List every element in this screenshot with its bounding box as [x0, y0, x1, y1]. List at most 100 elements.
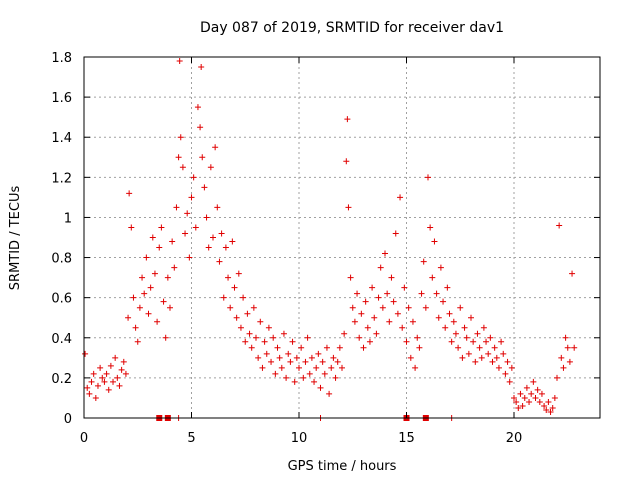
- data-point: [136, 304, 143, 311]
- data-point: [319, 358, 326, 365]
- data-point: [502, 370, 509, 377]
- data-point: [416, 344, 423, 351]
- data-point: [326, 390, 333, 397]
- data-point: [498, 338, 505, 345]
- data-point: [377, 264, 384, 271]
- data-point: [347, 274, 354, 281]
- data-point: [244, 310, 251, 317]
- data-points: [82, 58, 578, 415]
- data-point: [116, 382, 123, 389]
- data-point: [265, 324, 272, 331]
- y-tick-label: 0: [64, 412, 72, 427]
- data-point: [235, 270, 242, 277]
- data-point: [390, 298, 397, 305]
- data-point: [118, 366, 125, 373]
- data-point: [407, 354, 414, 361]
- data-point: [450, 318, 457, 325]
- data-point: [171, 264, 178, 271]
- data-point: [210, 234, 216, 241]
- data-point: [173, 204, 180, 211]
- data-point: [162, 334, 169, 341]
- data-point: [268, 358, 275, 365]
- data-point: [495, 364, 502, 371]
- data-point: [394, 310, 401, 317]
- data-point: [125, 314, 132, 321]
- data-point: [149, 234, 156, 241]
- data-point: [278, 364, 285, 371]
- data-point: [547, 408, 554, 415]
- data-point: [371, 314, 378, 321]
- x-tick-label: 0: [80, 431, 88, 446]
- data-point: [176, 58, 183, 65]
- data-point: [274, 344, 281, 351]
- data-point: [397, 194, 404, 201]
- data-point: [427, 224, 434, 231]
- data-point: [122, 370, 129, 377]
- data-point: [86, 390, 93, 397]
- data-point: [364, 324, 371, 331]
- data-point: [218, 230, 225, 237]
- data-point: [491, 344, 498, 351]
- data-point: [356, 334, 363, 341]
- data-point: [515, 404, 522, 411]
- data-point: [175, 154, 182, 161]
- data-point: [403, 338, 410, 345]
- data-point: [306, 370, 313, 377]
- data-point: [506, 378, 513, 385]
- data-point: [225, 274, 232, 281]
- data-point: [446, 310, 453, 317]
- data-point: [489, 358, 496, 365]
- data-point: [317, 384, 324, 391]
- data-point: [523, 384, 530, 391]
- data-point: [128, 224, 135, 231]
- y-tick-label: 0.6: [51, 292, 72, 307]
- data-point: [536, 398, 543, 405]
- data-point: [330, 354, 337, 361]
- data-point: [240, 294, 247, 301]
- data-point: [257, 318, 264, 325]
- data-point: [313, 364, 320, 371]
- data-point: [354, 290, 361, 297]
- data-point: [358, 310, 365, 317]
- data-point: [382, 250, 388, 257]
- data-point: [194, 104, 201, 111]
- data-point: [500, 350, 507, 357]
- data-point: [130, 294, 137, 301]
- data-point: [105, 386, 112, 393]
- data-point: [345, 204, 352, 211]
- data-point: [412, 364, 419, 371]
- data-point: [184, 210, 191, 217]
- data-point: [476, 344, 483, 351]
- data-point: [530, 378, 537, 385]
- data-point: [214, 204, 221, 211]
- data-point: [551, 394, 558, 401]
- data-point: [272, 370, 279, 377]
- data-point: [296, 364, 302, 371]
- data-point: [459, 354, 466, 361]
- data-point: [112, 354, 119, 361]
- x-axis-label: GPS time / hours: [288, 459, 397, 474]
- data-point: [452, 330, 459, 337]
- data-point: [126, 190, 133, 197]
- data-point: [472, 358, 479, 365]
- data-point: [192, 224, 199, 231]
- data-point: [569, 270, 576, 277]
- data-point: [231, 284, 238, 291]
- data-point: [261, 338, 268, 345]
- data-point: [409, 318, 416, 325]
- data-point: [334, 358, 341, 365]
- data-point: [373, 330, 380, 337]
- data-point: [212, 144, 219, 151]
- data-point: [362, 298, 369, 305]
- data-point: [351, 318, 358, 325]
- data-point: [511, 394, 517, 401]
- data-point: [132, 324, 139, 331]
- data-point: [521, 394, 528, 401]
- data-point: [220, 294, 227, 301]
- data-point: [562, 334, 569, 341]
- data-point: [545, 398, 552, 405]
- data-point: [468, 314, 474, 321]
- data-point: [437, 264, 444, 271]
- data-point: [154, 318, 161, 325]
